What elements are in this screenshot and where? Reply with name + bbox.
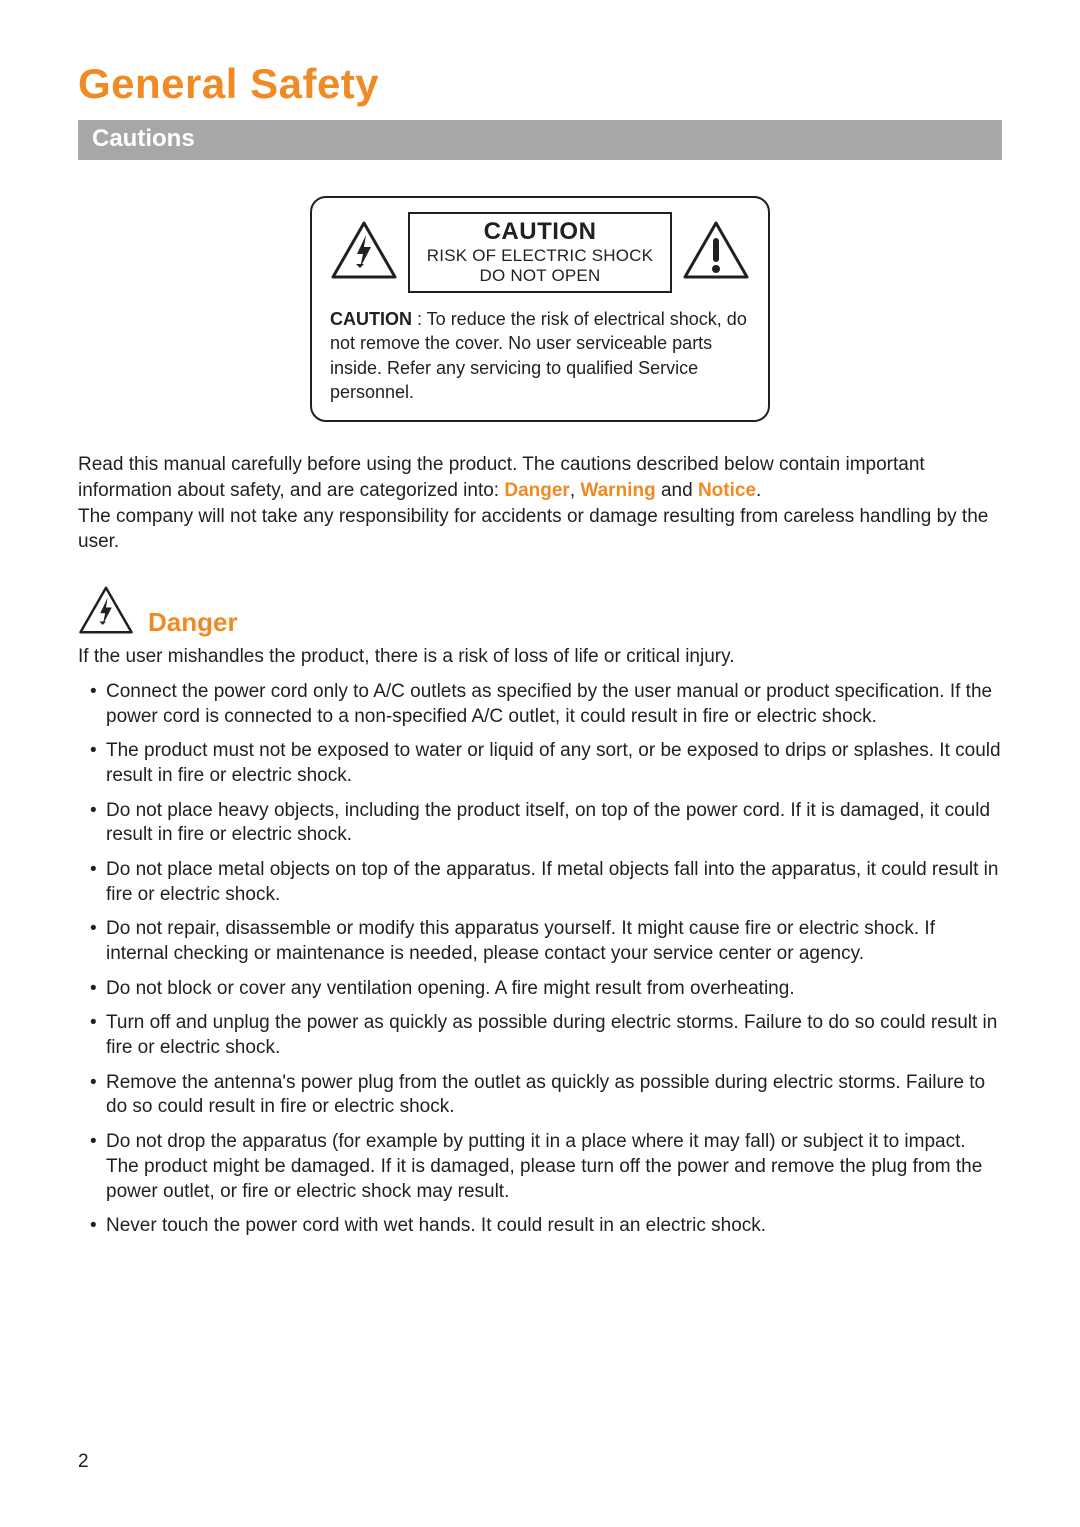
list-item: Do not block or cover any ventilation op… bbox=[90, 977, 1002, 1002]
intro-line2: The company will not take any responsibi… bbox=[78, 506, 988, 553]
list-item: The product must not be exposed to water… bbox=[90, 739, 1002, 788]
danger-label: Danger bbox=[148, 607, 238, 640]
caution-sub2: DO NOT OPEN bbox=[416, 266, 664, 286]
caution-body-lead: CAUTION bbox=[330, 309, 412, 329]
caution-center-panel: CAUTION RISK OF ELECTRIC SHOCK DO NOT OP… bbox=[408, 212, 672, 293]
intro-cat-danger: Danger bbox=[504, 480, 569, 501]
danger-bullet-list: Connect the power cord only to A/C outle… bbox=[78, 680, 1002, 1239]
list-item: Do not place heavy objects, including th… bbox=[90, 799, 1002, 848]
section-bar-cautions: Cautions bbox=[78, 120, 1002, 160]
danger-heading-row: Danger bbox=[78, 585, 1002, 640]
intro-sep2: and bbox=[656, 480, 698, 501]
list-item: Do not drop the apparatus (for example b… bbox=[90, 1130, 1002, 1204]
caution-box: CAUTION RISK OF ELECTRIC SHOCK DO NOT OP… bbox=[310, 196, 770, 422]
page-title: General Safety bbox=[78, 60, 1002, 108]
list-item: Connect the power cord only to A/C outle… bbox=[90, 680, 1002, 729]
shock-hazard-icon bbox=[330, 220, 398, 285]
list-item: Never touch the power cord with wet hand… bbox=[90, 1214, 1002, 1239]
caution-box-wrap: CAUTION RISK OF ELECTRIC SHOCK DO NOT OP… bbox=[78, 196, 1002, 422]
intro-cat-notice: Notice bbox=[698, 480, 756, 501]
intro-line1a: Read this manual carefully before using … bbox=[78, 454, 925, 501]
caution-heading: CAUTION bbox=[416, 218, 664, 246]
intro-cat-warning: Warning bbox=[580, 480, 655, 501]
list-item: Do not repair, disassemble or modify thi… bbox=[90, 917, 1002, 966]
caution-sub1: RISK OF ELECTRIC SHOCK bbox=[416, 246, 664, 266]
intro-paragraph: Read this manual carefully before using … bbox=[78, 452, 1002, 555]
danger-shock-icon bbox=[78, 585, 134, 640]
page-number: 2 bbox=[78, 1451, 89, 1473]
list-item: Do not place metal objects on top of the… bbox=[90, 858, 1002, 907]
caution-body: CAUTION : To reduce the risk of electric… bbox=[330, 307, 750, 404]
list-item: Remove the antenna's power plug from the… bbox=[90, 1071, 1002, 1120]
caution-box-header: CAUTION RISK OF ELECTRIC SHOCK DO NOT OP… bbox=[330, 212, 750, 293]
exclamation-hazard-icon bbox=[682, 220, 750, 285]
list-item: Turn off and unplug the power as quickly… bbox=[90, 1011, 1002, 1060]
intro-sep1: , bbox=[570, 480, 581, 501]
danger-subtext: If the user mishandles the product, ther… bbox=[78, 646, 1002, 668]
intro-tail: . bbox=[756, 480, 761, 501]
